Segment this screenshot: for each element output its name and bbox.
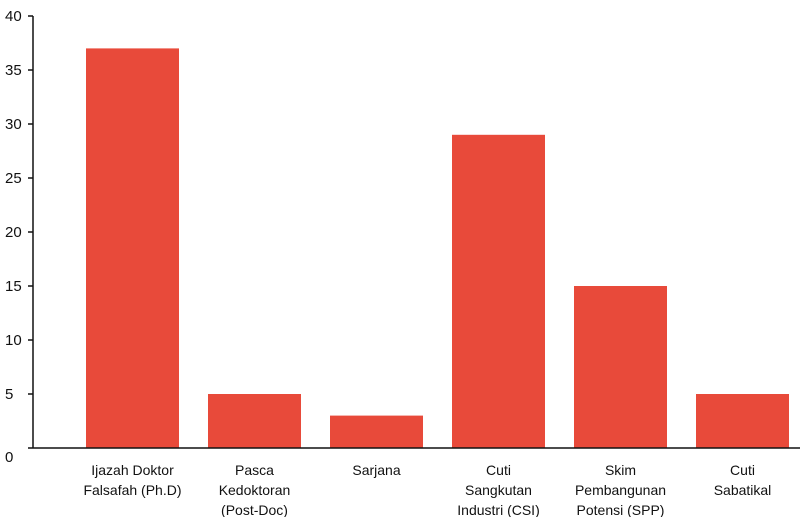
y-tick-label: 20 [5,224,22,241]
bar [86,48,179,449]
bar [696,394,789,448]
y-tick-label: 15 [5,278,22,295]
x-axis: Ijazah Doktor Falsafah (Ph.D) Pasca Kedokto… [33,447,800,517]
bars [86,48,789,449]
y-tick-label: 5 [5,386,13,403]
x-tick-label: Sarjana [352,462,400,478]
bar [452,134,545,449]
x-tick-label: Skim Pembangunan Potensi (SPP) [575,462,666,517]
y-tick-label: 25 [5,170,22,187]
x-tick-label: Cuti Sangkutan Industri (CSI) [457,462,539,517]
x-tick-label: Ijazah Doktor Falsafah (Ph.D) [83,462,181,498]
y-tick-label: 30 [5,116,22,133]
y-tick-label: 10 [5,332,22,349]
bar [208,394,301,448]
x-tick-label: Pasca Kedoktoran (Post-Doc) [219,462,291,517]
bar [330,415,423,448]
y-tick-label: 40 [5,8,22,25]
bar [574,286,667,448]
y-axis: 0 5 10 15 20 25 30 35 40 [5,8,34,466]
y-tick-label: 0 [5,449,13,466]
x-tick-label: Cuti Sabatikal [714,462,772,498]
y-tick-label: 35 [5,62,22,79]
